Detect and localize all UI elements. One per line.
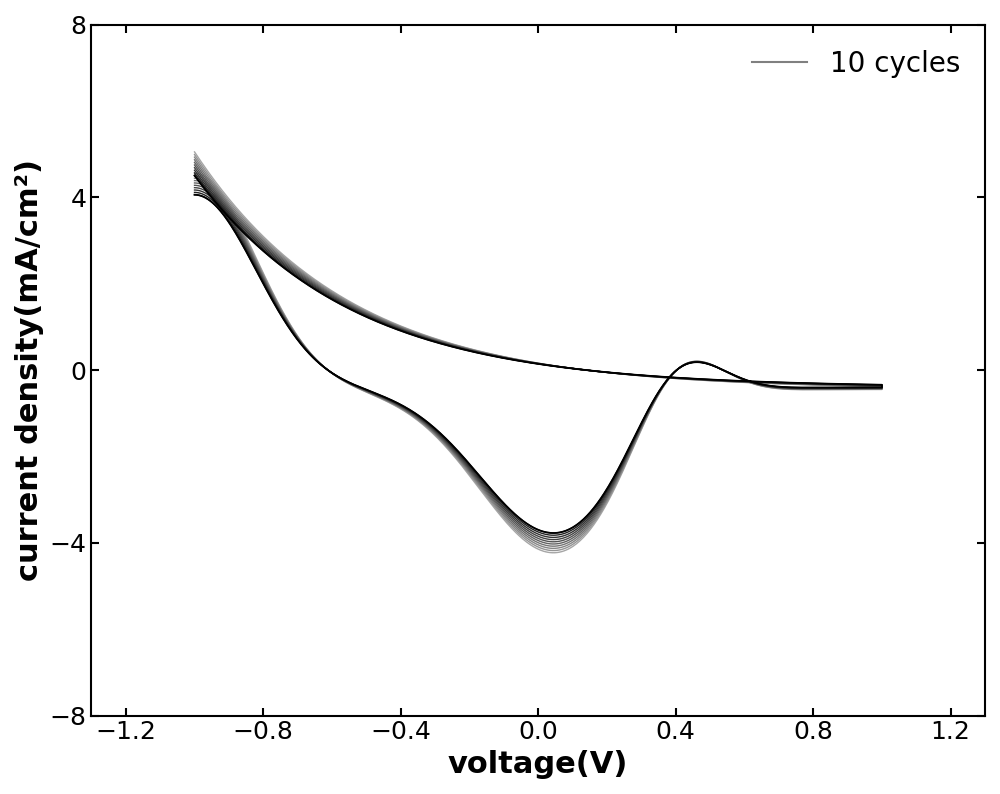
Y-axis label: current density(mA/cm²): current density(mA/cm²) (15, 159, 44, 581)
X-axis label: voltage(V): voltage(V) (448, 750, 628, 779)
Legend: 10 cycles: 10 cycles (741, 38, 971, 89)
